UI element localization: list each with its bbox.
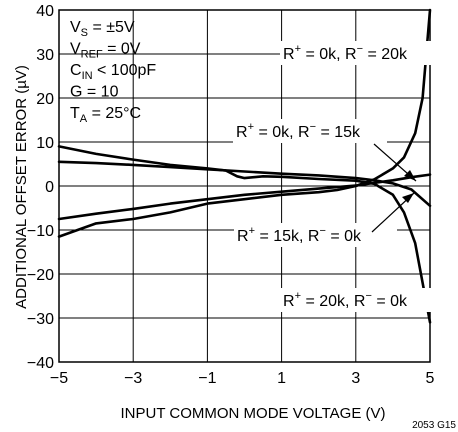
series-line-1 bbox=[57, 8, 432, 238]
condition-line: CIN < 100pF bbox=[70, 62, 156, 82]
y-axis-label: ADDITIONAL OFFSET ERROR (µV) bbox=[13, 65, 30, 309]
x-tick-label: 3 bbox=[351, 370, 360, 387]
series-label-4: R+ = 20k, R− = 0k bbox=[283, 290, 408, 310]
x-tick-label: −1 bbox=[198, 370, 216, 387]
x-axis-label: INPUT COMMON MODE VOLTAGE (V) bbox=[120, 405, 385, 422]
x-tick-label: −5 bbox=[50, 370, 68, 387]
x-tick-label: −3 bbox=[124, 370, 142, 387]
series-label-bg bbox=[280, 288, 443, 312]
series-label-bg bbox=[233, 119, 387, 143]
y-tick-label: 0 bbox=[45, 179, 54, 196]
condition-line: VREF = 0V bbox=[70, 41, 141, 61]
series-label-2: R+ = 0k, R− = 15k bbox=[236, 121, 361, 141]
y-tick-label: −30 bbox=[27, 311, 54, 328]
series-labels: R+ = 0k, R− = 20k R+ = 0k, R− = 15k R+ = 1… bbox=[233, 41, 443, 312]
series-line-4 bbox=[57, 145, 432, 324]
series-label-1: R+ = 0k, R− = 20k bbox=[283, 43, 408, 63]
condition-line: G = 10 bbox=[70, 84, 119, 101]
x-tick-label: 1 bbox=[277, 370, 286, 387]
x-tick-label: 5 bbox=[426, 370, 435, 387]
y-tick-labels: 40 30 20 10 0 −10 −20 −30 −40 bbox=[27, 3, 54, 372]
y-tick-label: 10 bbox=[36, 135, 54, 152]
arrow-lower bbox=[371, 192, 415, 233]
series-label-bg bbox=[280, 41, 434, 65]
y-tick-label: 30 bbox=[36, 47, 54, 64]
series-line-2 bbox=[57, 173, 432, 221]
y-tick-label: −20 bbox=[27, 267, 54, 284]
arrow-upper bbox=[373, 143, 417, 182]
condition-line: VS = ±5V bbox=[70, 19, 135, 39]
x-tick-labels: −5 −3 −1 1 3 5 bbox=[50, 370, 435, 387]
condition-line: TA = 25°C bbox=[70, 105, 141, 125]
figure-code: 2053 G15 bbox=[412, 420, 456, 431]
y-tick-label: 40 bbox=[36, 3, 54, 20]
y-tick-label: 20 bbox=[36, 91, 54, 108]
y-tick-label: −10 bbox=[27, 223, 54, 240]
series-group bbox=[57, 8, 432, 324]
plot-frame bbox=[58, 9, 431, 363]
series-label-3: R+ = 15k, R− = 0k bbox=[237, 225, 362, 245]
y-tick-label: −40 bbox=[27, 355, 54, 372]
series-line-3 bbox=[57, 160, 432, 208]
series-label-bg bbox=[234, 223, 397, 247]
